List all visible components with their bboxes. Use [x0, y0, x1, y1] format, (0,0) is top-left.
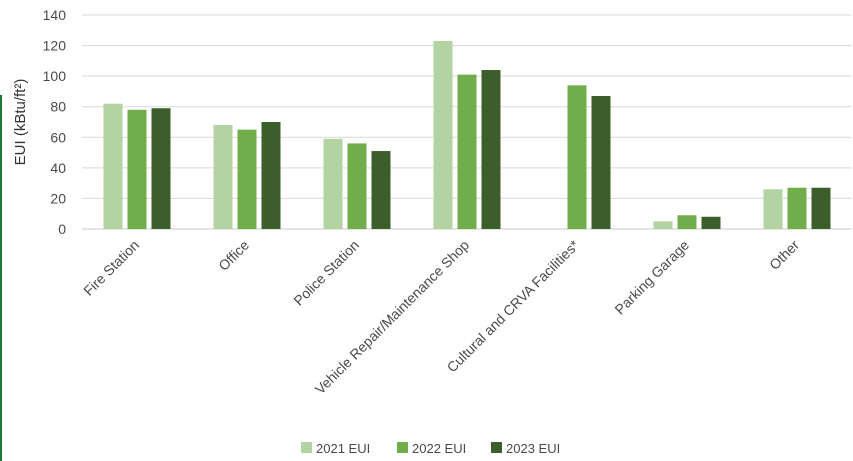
x-category-label: Office [215, 237, 252, 274]
y-tick-label: 40 [50, 160, 66, 176]
bar [763, 189, 783, 229]
legend-swatch [491, 442, 502, 453]
bar [811, 187, 831, 229]
legend-swatch [397, 442, 408, 453]
bar [347, 143, 367, 229]
y-tick-label: 100 [43, 68, 67, 84]
bar [433, 40, 453, 229]
bar [653, 221, 673, 229]
bar [371, 151, 391, 229]
y-tick-label: 0 [58, 221, 66, 237]
x-category-label: Other [766, 237, 802, 273]
x-category-label: Police Station [290, 237, 362, 309]
y-tick-label: 20 [50, 190, 66, 206]
bar [567, 85, 587, 229]
x-category-label: Parking Garage [611, 237, 692, 318]
y-tick-label: 120 [43, 38, 67, 54]
x-axis-categories: Fire Station Office Police StationVehicle … [80, 236, 802, 397]
legend: 2021 EUI 2022 EUI 2023 EUI [301, 441, 560, 456]
bar [261, 122, 281, 229]
bar [591, 96, 611, 229]
y-axis-ticks: 0 20 40 60 80 100 120 140 [43, 7, 67, 237]
bar [103, 103, 123, 229]
y-tick-label: 80 [50, 99, 66, 115]
y-tick-label: 140 [43, 7, 67, 23]
x-category-label: Fire Station [80, 237, 142, 299]
legend-label: 2022 EUI [412, 441, 466, 456]
bar [787, 187, 807, 229]
left-accent-bar [0, 95, 2, 461]
bar [481, 70, 501, 230]
gridlines [82, 14, 852, 230]
bar [701, 216, 721, 229]
bar [213, 125, 233, 229]
y-tick-label: 60 [50, 129, 66, 145]
bar [151, 108, 171, 229]
y-axis-title: EUI (kBtu/ft²) [12, 79, 29, 166]
bar [323, 138, 343, 229]
bars [103, 40, 831, 230]
bar [127, 109, 147, 229]
x-category-label: Cultural and CRVA Facilities* [444, 236, 583, 375]
legend-swatch [301, 442, 312, 453]
legend-label: 2021 EUI [316, 441, 370, 456]
bar [237, 129, 257, 229]
legend-label: 2023 EUI [506, 441, 560, 456]
bar [677, 215, 697, 229]
bar [457, 74, 477, 229]
